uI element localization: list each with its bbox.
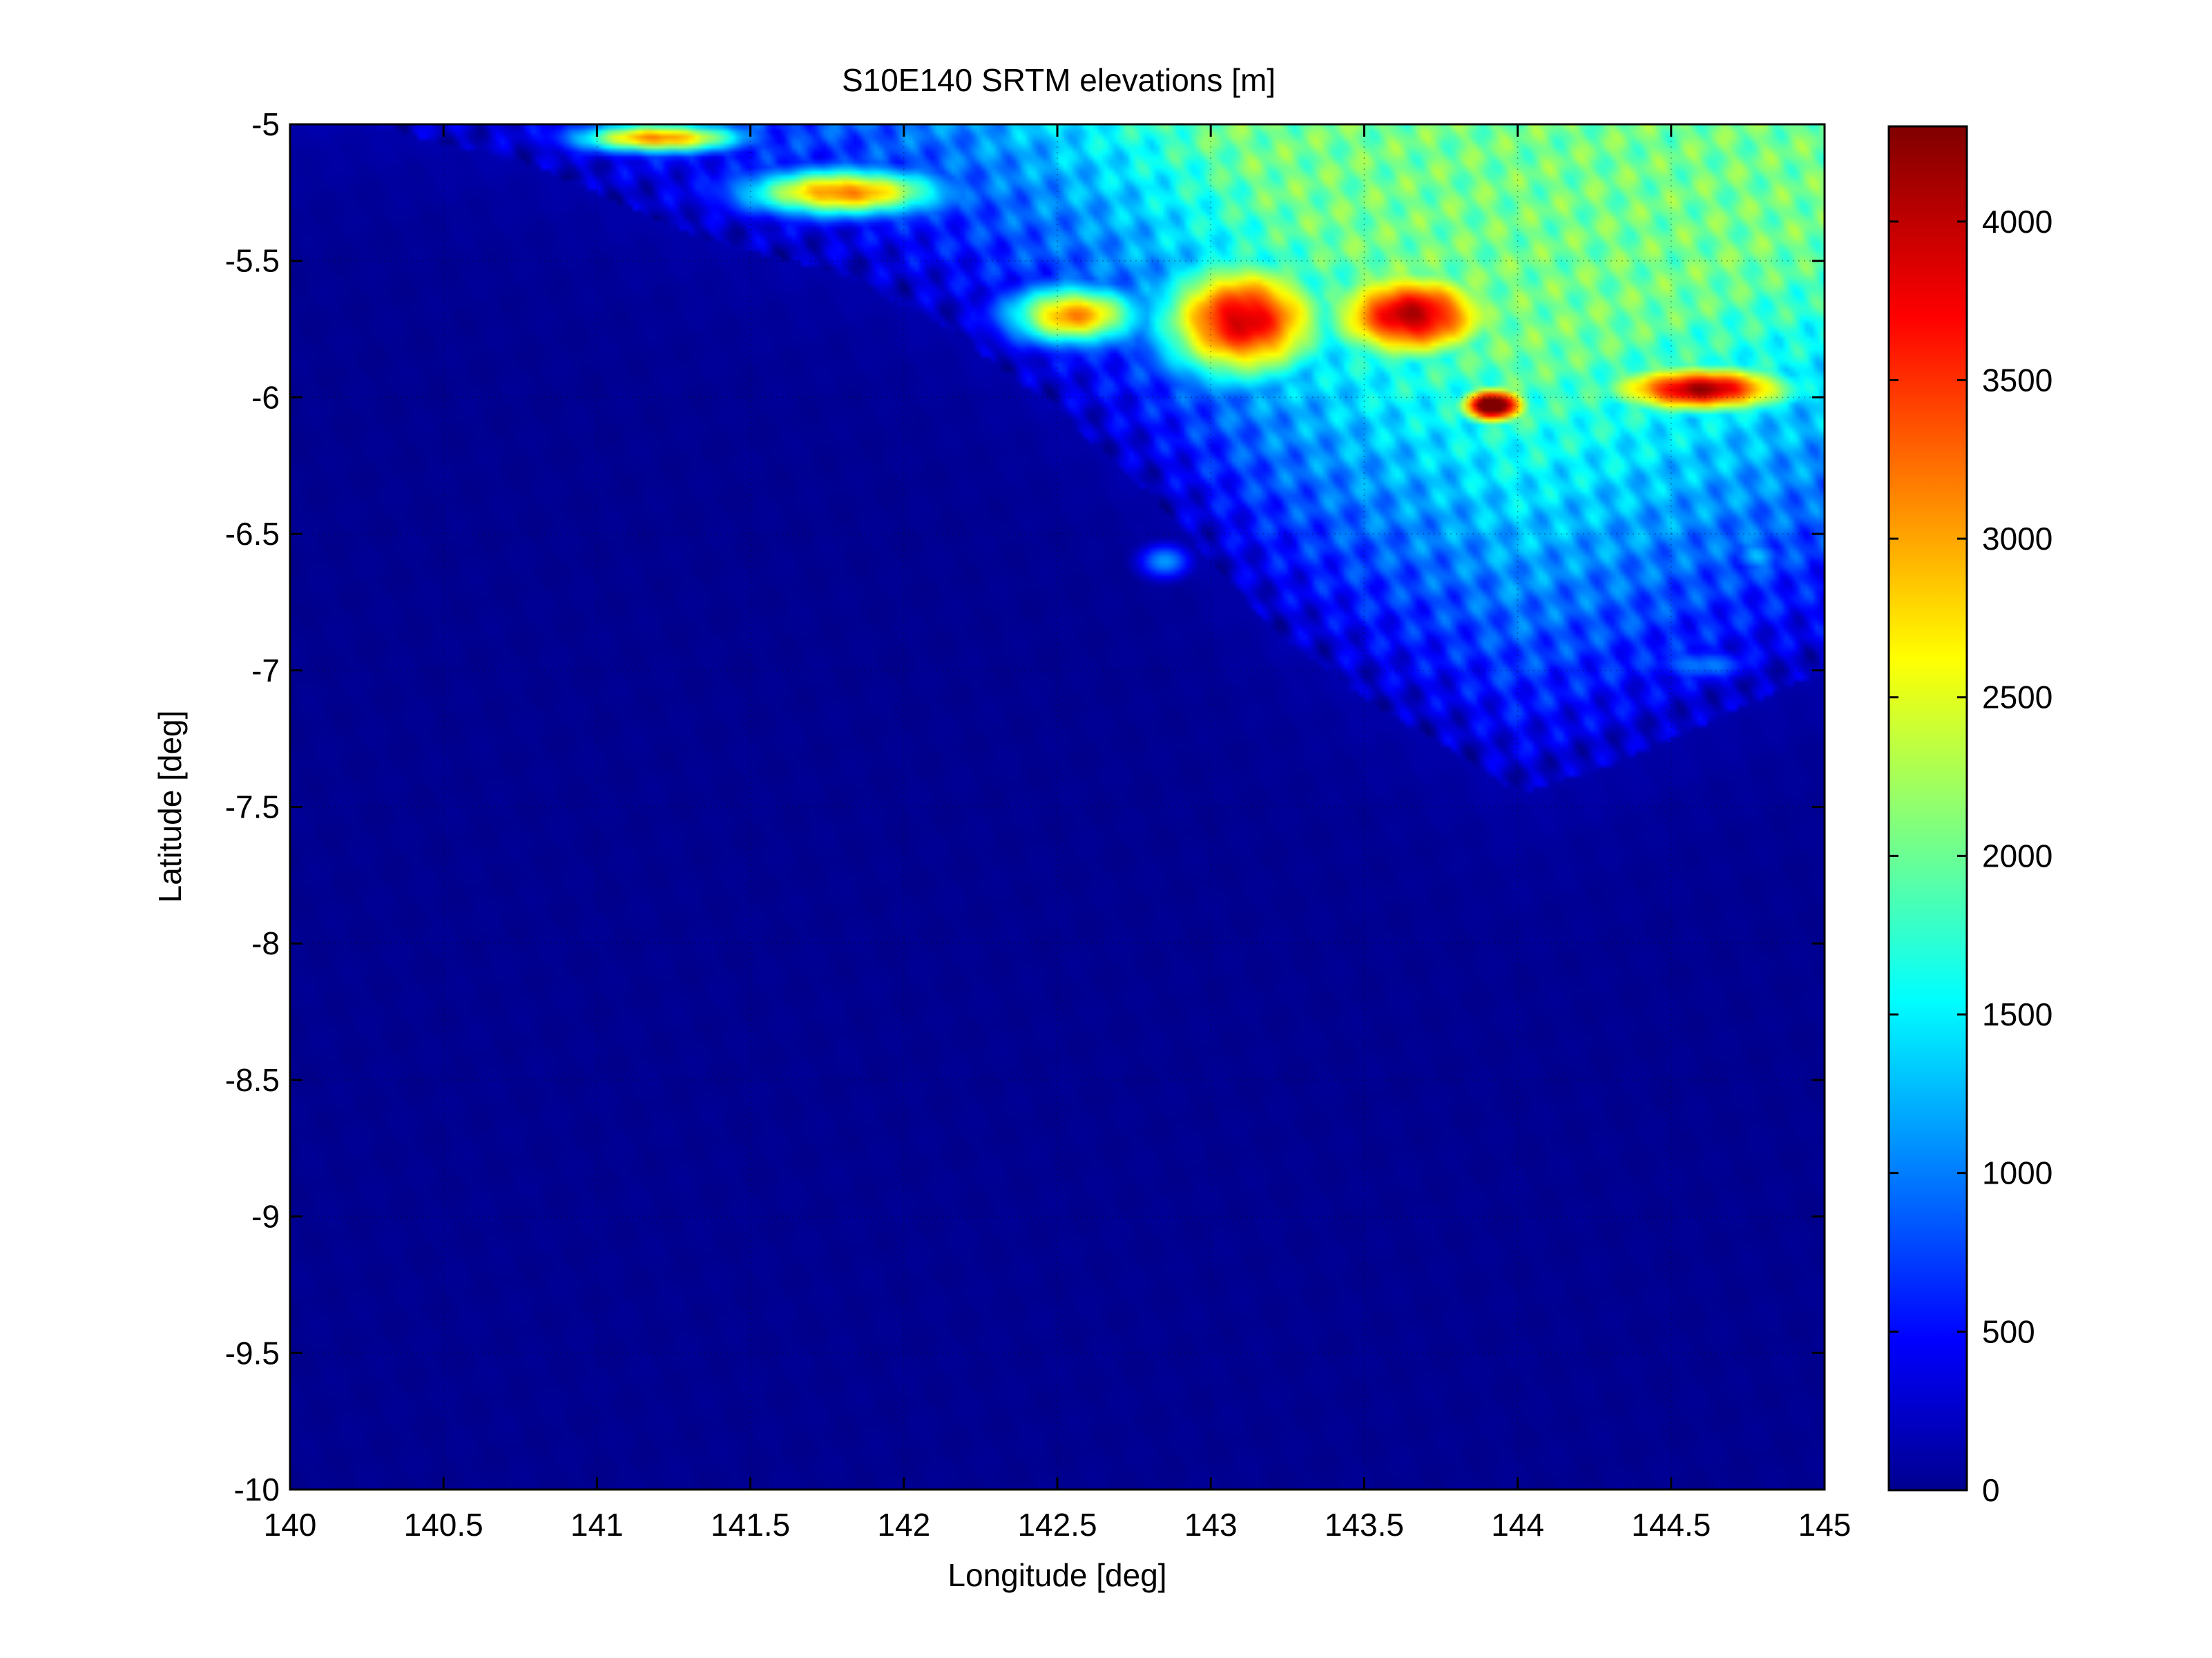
- chart-title: S10E140 SRTM elevations [m]: [842, 62, 1276, 98]
- x-tick-label: 142: [877, 1507, 930, 1543]
- x-tick-label: 143: [1184, 1507, 1238, 1543]
- y-tick-label: -10: [234, 1472, 280, 1507]
- x-tick-label: 141.5: [711, 1507, 790, 1543]
- x-tick-label: 145: [1798, 1507, 1852, 1543]
- x-tick-label: 143.5: [1325, 1507, 1404, 1543]
- y-tick-label: -8: [251, 925, 280, 961]
- x-tick-label: 144: [1491, 1507, 1544, 1543]
- colorbar-fill: [1889, 126, 1967, 1490]
- colorbar-tick-label: 2000: [1982, 838, 2052, 874]
- y-tick-label: -6: [251, 379, 280, 415]
- colorbar-tick-label: 2500: [1982, 679, 2052, 715]
- heatmap-image: [290, 124, 1825, 1490]
- y-tick-label: -8.5: [225, 1062, 280, 1098]
- y-tick-label: -7.5: [225, 789, 280, 825]
- x-tick-label: 140: [264, 1507, 317, 1543]
- colorbar-tick-label: 3500: [1982, 362, 2052, 398]
- colorbar: 0 500 1000 1500 2000 2500 3000 3500 4000: [1887, 125, 2052, 1508]
- y-tick-label: -5: [251, 106, 280, 142]
- y-tick-label: -6.5: [225, 516, 280, 552]
- y-axis-label: Latitude [deg]: [152, 711, 188, 903]
- plot-area: [289, 123, 1826, 1491]
- y-tick-label: -9.5: [225, 1335, 280, 1371]
- x-tick-label: 141: [570, 1507, 624, 1543]
- colorbar-tick-label: 4000: [1982, 204, 2052, 240]
- y-tick-label: -5.5: [225, 243, 280, 279]
- colorbar-tick-label: 500: [1982, 1313, 2035, 1349]
- y-tick-label: -7: [251, 653, 280, 688]
- colorbar-tick-label: 0: [1982, 1472, 2000, 1508]
- x-tick-label: 142.5: [1017, 1507, 1097, 1543]
- x-tick-label: 144.5: [1631, 1507, 1711, 1543]
- colorbar-tick-label: 1000: [1982, 1155, 2052, 1191]
- x-axis-label: Longitude [deg]: [948, 1557, 1166, 1593]
- colorbar-tick-label: 1500: [1982, 996, 2052, 1032]
- y-tick-label: -9: [251, 1199, 280, 1235]
- colorbar-ticks: 0 500 1000 1500 2000 2500 3000 3500 4000: [1889, 204, 2052, 1508]
- x-tick-label: 140.5: [404, 1507, 483, 1543]
- y-axis: -5 -5.5 -6 -6.5 -7 -7.5 -8 -8.5 -9 -9.5 -10: [225, 106, 1825, 1507]
- colorbar-tick-label: 3000: [1982, 521, 2052, 557]
- x-axis: 140 140.5 141 141.5 142 142.5 143 143.5 144 144.5…: [264, 124, 1852, 1543]
- colorbar-frame: [1887, 125, 1968, 1492]
